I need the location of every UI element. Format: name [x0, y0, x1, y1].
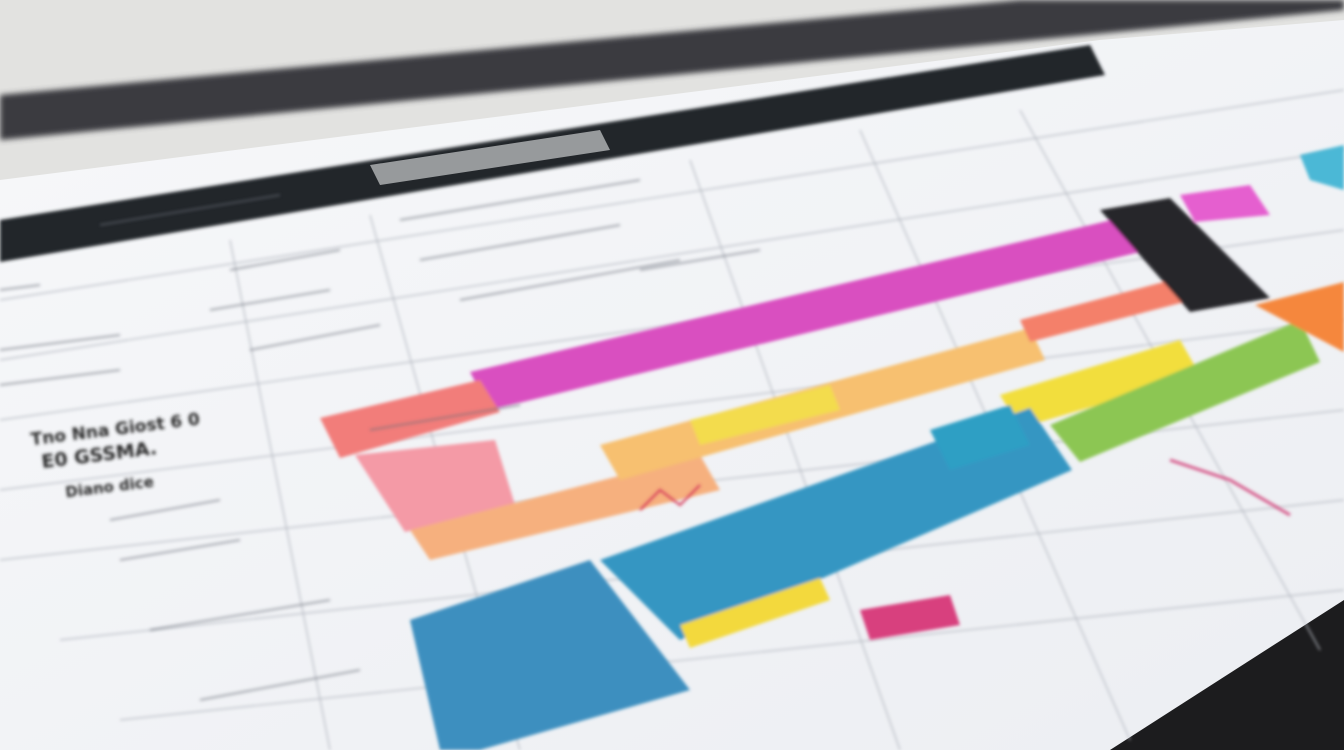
- screen-bezel: [0, 0, 1344, 140]
- gantt-bands: [320, 145, 1344, 750]
- header-text-block: [370, 130, 610, 185]
- text-lines: [0, 179, 761, 701]
- coral-band: [1020, 275, 1200, 342]
- magenta-block: [1180, 185, 1270, 222]
- yellow-band: [1000, 340, 1200, 428]
- peach-band: [410, 455, 720, 560]
- salmon-band: [320, 380, 500, 458]
- magenta-band: [470, 218, 1140, 410]
- orange-block: [1255, 282, 1344, 352]
- scribbles: [0, 179, 1291, 701]
- yellow-strip: [690, 385, 840, 445]
- pink-block: [355, 440, 515, 532]
- cyan-block: [1300, 145, 1344, 190]
- dark-corner: [1110, 600, 1344, 750]
- teal-highlight: [930, 405, 1030, 470]
- dark-block: [1100, 198, 1270, 312]
- green-band: [1050, 320, 1320, 462]
- blue-blocks: [410, 560, 690, 750]
- red-sparkline: [639, 484, 701, 511]
- yellow-marker: [680, 578, 830, 648]
- pink-sparkline: [1169, 458, 1291, 517]
- pink-marker: [860, 595, 960, 640]
